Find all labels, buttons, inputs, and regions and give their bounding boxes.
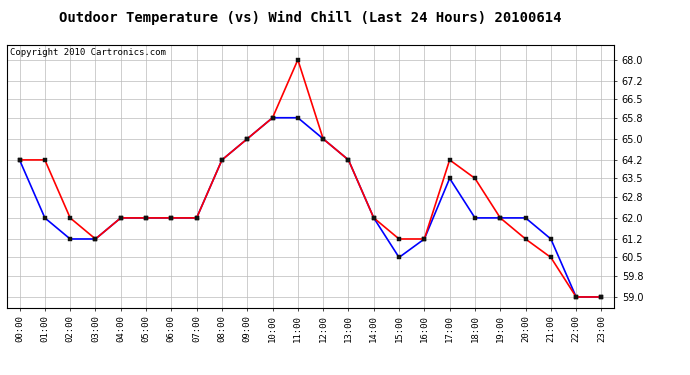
Text: Outdoor Temperature (vs) Wind Chill (Last 24 Hours) 20100614: Outdoor Temperature (vs) Wind Chill (Las… (59, 11, 562, 26)
Text: Copyright 2010 Cartronics.com: Copyright 2010 Cartronics.com (10, 48, 166, 57)
